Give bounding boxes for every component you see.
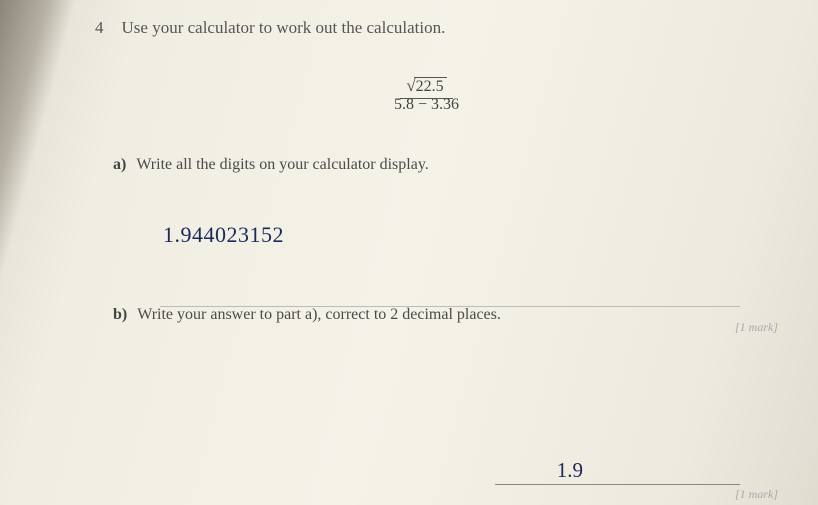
part-b-text: Write your answer to part a), correct to… (137, 306, 501, 324)
worksheet-page: 4 Use your calculator to work out the ca… (65, 0, 788, 505)
part-a-label: a) (113, 156, 126, 174)
question-header: 4 Use your calculator to work out the ca… (95, 18, 758, 38)
part-a-text: Write all the digits on your calculator … (136, 156, 428, 174)
part-a-line: a) Write all the digits on your calculat… (113, 156, 758, 174)
part-a-marks: [1 mark] (735, 320, 778, 335)
formula-block: √22.5 5.8 − 3.36 (95, 76, 758, 114)
denom-left: 5.8 (394, 96, 414, 113)
denom-minus: − (418, 96, 427, 113)
fraction: √22.5 5.8 − 3.36 (394, 76, 459, 114)
part-b-answer: 1.9 (557, 458, 583, 483)
part-a-answer: 1.944023152 (163, 222, 758, 248)
question-instruction: Use your calculator to work out the calc… (122, 18, 446, 38)
denominator: 5.8 − 3.36 (394, 93, 459, 113)
part-b: b) Write your answer to part a), correct… (113, 306, 758, 324)
answer-rule-b (495, 484, 740, 485)
answer-rule-a (160, 306, 740, 307)
part-b-label: b) (113, 306, 127, 324)
part-b-line: b) Write your answer to part a), correct… (113, 306, 758, 324)
part-a: a) Write all the digits on your calculat… (113, 156, 758, 248)
denom-right: 3.36 (431, 96, 459, 113)
part-b-marks: [1 mark] (735, 487, 778, 502)
question-number: 4 (95, 18, 104, 38)
